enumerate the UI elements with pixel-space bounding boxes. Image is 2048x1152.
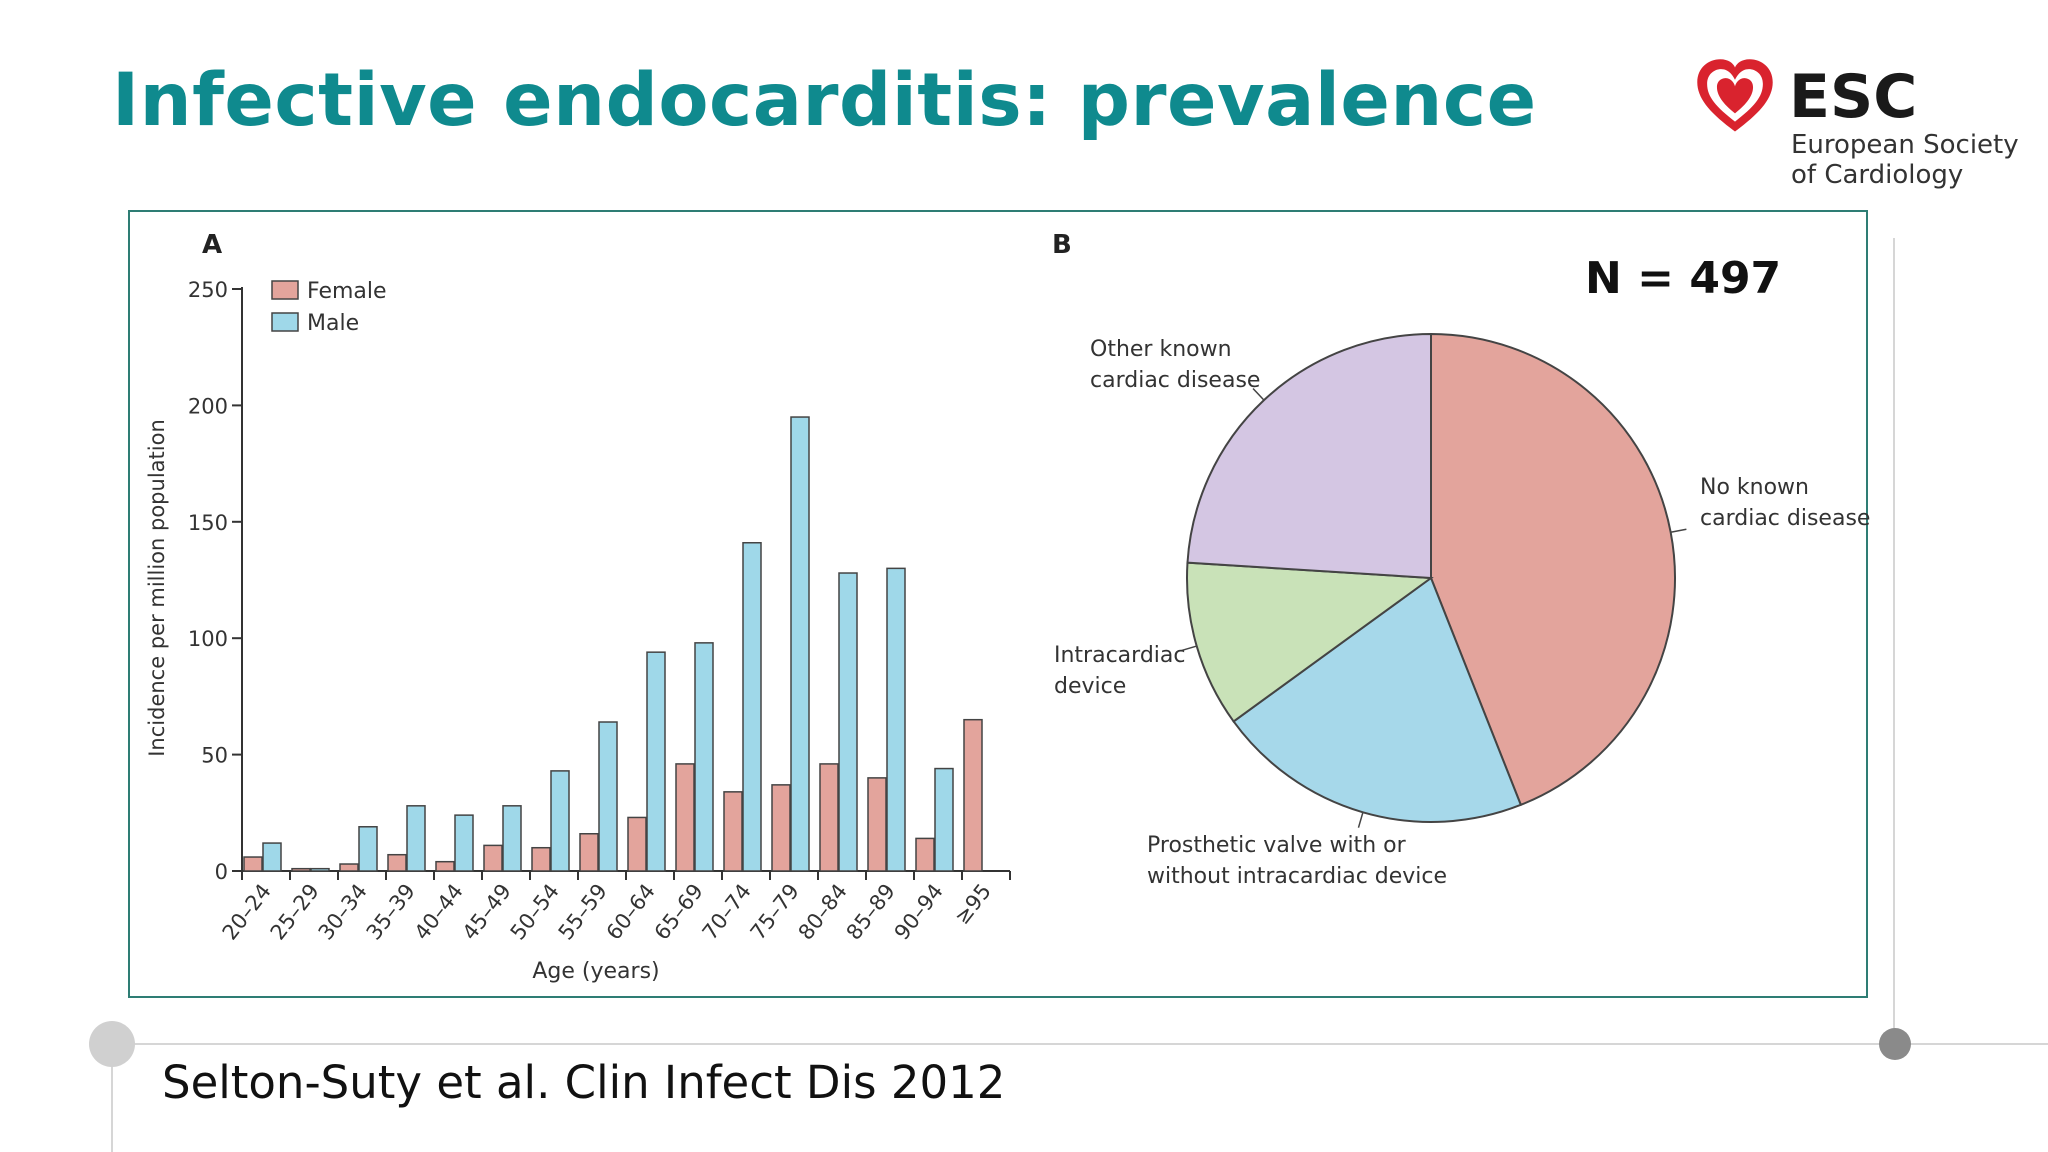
pie-leader-line	[1252, 387, 1265, 401]
panel-b-label: B	[1052, 230, 1072, 260]
bar-male	[934, 767, 954, 872]
vertical-divider-left	[111, 1044, 113, 1152]
bar-male	[310, 867, 330, 872]
x-tick-label: 85–89	[842, 879, 900, 944]
pie-leader-line	[1670, 528, 1687, 534]
pie-slice	[1186, 332, 1432, 580]
logo-line-2: of Cardiology	[1791, 160, 1964, 190]
pie-slice-label: Prosthetic valve with or	[1147, 833, 1407, 858]
legend-label-male: Male	[307, 311, 359, 336]
bar-male	[550, 770, 570, 872]
bar-male	[694, 642, 714, 872]
panel-a-label: A	[202, 230, 223, 260]
y-tick-label: 150	[188, 511, 228, 535]
y-tick-label: 200	[188, 394, 228, 418]
vertical-divider-right	[1893, 238, 1895, 1046]
y-tick-label: 0	[215, 860, 228, 884]
bar-male	[358, 826, 378, 872]
slide-title: Infective endocarditis: prevalence	[112, 58, 1537, 143]
bar-male	[406, 805, 426, 872]
bar-male	[742, 542, 762, 872]
pie-chart: No known cardiac disease Prosthetic valve …	[1054, 332, 1870, 889]
x-tick-label: 75–79	[746, 879, 804, 944]
bar-female	[867, 777, 887, 872]
pie-slice-label: Intracardiac	[1054, 643, 1185, 668]
pie-slice-label: Other known	[1090, 337, 1232, 362]
x-tick-label: 45–49	[458, 879, 516, 944]
logo-name: ESC	[1789, 62, 1918, 132]
pie-slice-label: No known	[1700, 475, 1809, 500]
sample-size-label: N = 497	[1585, 253, 1782, 304]
x-tick-label: 90–94	[890, 879, 948, 944]
pie-slice-label: without intracardiac device	[1147, 864, 1447, 889]
y-tick-label: 100	[188, 627, 228, 651]
x-tick-label: 50–54	[506, 879, 564, 944]
bar-female	[915, 837, 935, 872]
y-axis-title: Incidence per million population	[145, 419, 169, 757]
pie-slice	[1232, 576, 1523, 823]
bar-female	[675, 763, 695, 872]
bar-female	[771, 784, 791, 872]
legend-label-female: Female	[307, 279, 387, 304]
bar-female	[531, 846, 551, 872]
x-tick-label: 70–74	[698, 879, 756, 944]
bar-female	[387, 853, 407, 872]
bar-female	[291, 867, 311, 872]
pie-slice	[1186, 561, 1434, 723]
pie-leader-line	[1181, 645, 1197, 652]
bar-male	[646, 651, 666, 872]
x-axis-title: Age (years)	[532, 959, 659, 984]
bar-male	[502, 805, 522, 872]
pie-leader-line	[1357, 812, 1364, 828]
legend-swatch-male	[271, 312, 299, 332]
horizontal-divider	[112, 1043, 2048, 1045]
bar-male	[838, 572, 858, 872]
bar-female	[819, 763, 839, 872]
bar-chart: 0 50 100 150 200 250 Incidence per million pop…	[145, 278, 1011, 984]
x-tick-label: 65–69	[650, 879, 708, 944]
x-tick-label: 55–59	[554, 879, 612, 944]
x-tick-label: 20–24	[218, 879, 276, 944]
bar-female	[435, 860, 455, 872]
x-tick-label: 35–39	[362, 879, 420, 944]
citation: Selton-Suty et al. Clin Infect Dis 2012	[162, 1056, 1006, 1109]
x-tick-label: 80–84	[794, 879, 852, 944]
legend-swatch-female	[271, 280, 299, 300]
x-tick-label: 60–64	[602, 879, 660, 944]
bar-male	[262, 842, 282, 872]
x-tick-label: 25–29	[266, 879, 324, 944]
pie-slice-label: cardiac disease	[1700, 506, 1870, 531]
bar-male	[454, 814, 474, 872]
bar-female	[627, 816, 647, 872]
x-tick-label: 30–34	[314, 879, 372, 944]
bar-female	[243, 856, 263, 872]
bar-female	[723, 791, 743, 872]
bar-male	[886, 567, 906, 872]
bar-female	[579, 833, 599, 872]
x-tick-label: 40–44	[410, 879, 468, 944]
x-tick-label: ≥95	[950, 879, 996, 929]
bar-female	[339, 863, 359, 872]
logo-line-1: European Society	[1791, 130, 2019, 160]
bar-male	[790, 416, 810, 872]
right-divider-dot	[1879, 1028, 1911, 1060]
heart-icon	[1697, 59, 1773, 132]
pie-slice	[1430, 332, 1676, 807]
y-tick-label: 250	[188, 278, 228, 302]
pie-slice-label: cardiac disease	[1090, 368, 1260, 393]
pie-slice-label: device	[1054, 674, 1126, 699]
bar-male	[598, 721, 618, 872]
esc-logo: ESC European Society of Cardiology	[1694, 52, 2019, 202]
y-tick-label: 50	[201, 744, 228, 768]
bar-female	[483, 844, 503, 872]
bar-female	[963, 718, 983, 872]
left-divider-dot	[89, 1021, 135, 1067]
